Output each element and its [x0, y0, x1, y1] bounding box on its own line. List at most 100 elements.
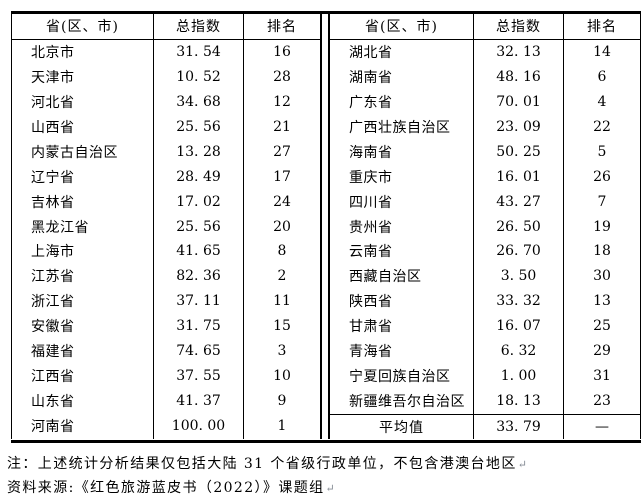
- rank-cell: 24: [273, 193, 291, 210]
- index-cell: 26. 50: [474, 214, 564, 239]
- index-cell: 100. 00: [154, 413, 244, 439]
- column-header: 省(区、市): [330, 13, 474, 40]
- index-cell: 10. 52: [154, 64, 244, 90]
- column-header: 排名: [564, 14, 640, 40]
- province-index-table-left: 省(区、市) 总指数 排名 北京市 31. 54 16 天津市 10. 52 28 河北省 34. …: [11, 13, 322, 439]
- index-cell: 17. 02: [154, 189, 244, 215]
- province-cell: 江苏省: [12, 263, 154, 289]
- paragraph-mark-icon: ↵: [517, 458, 527, 471]
- index-cell: 41. 37: [154, 388, 244, 414]
- province-cell: 天津市: [12, 64, 154, 90]
- province-cell: 浙江省: [12, 288, 154, 314]
- source-text: 资料来源:《红色旅游蓝皮书（2022）》课题组: [7, 480, 325, 496]
- province-cell: 吉林省: [12, 189, 154, 215]
- index-cell: 37. 55: [154, 363, 244, 389]
- province-cell: 湖北省: [330, 39, 474, 65]
- rank-cell: —: [564, 413, 640, 439]
- rank-cell: 20: [273, 218, 291, 235]
- province-cell: 安徽省: [12, 313, 154, 339]
- index-cell: 82. 36: [154, 263, 244, 289]
- table-note: 注：上述统计分析结果仅包括大陆 31 个省级行政单位，不包含港澳台地区↵: [7, 456, 527, 473]
- rank-cell: 30: [593, 268, 611, 285]
- index-cell: 43. 27: [474, 189, 564, 215]
- province-cell: 山西省: [12, 114, 154, 140]
- province-cell: 重庆市: [330, 164, 474, 190]
- index-cell: 25. 56: [154, 214, 244, 239]
- rank-cell: 10: [273, 368, 291, 385]
- index-cell: 33. 79: [474, 413, 564, 439]
- paragraph-mark-icon: ↵: [325, 482, 335, 495]
- rank-cell: 19: [593, 218, 611, 235]
- province-cell: 四川省: [330, 189, 474, 215]
- index-cell: 16. 07: [474, 313, 564, 339]
- province-cell: 宁夏回族自治区: [330, 363, 474, 389]
- province-cell: 河南省: [12, 413, 154, 439]
- rank-cell: 9: [277, 393, 287, 410]
- index-cell: 23. 09: [474, 114, 564, 140]
- province-cell: 贵州省: [330, 214, 474, 239]
- province-cell: 山东省: [12, 388, 154, 414]
- province-cell: 上海市: [12, 239, 154, 264]
- rank-cell: 18: [593, 243, 611, 260]
- note-text: 注：上述统计分析结果仅包括大陆 31 个省级行政单位，不包含港澳台地区: [7, 456, 517, 472]
- index-cell: 13. 28: [154, 139, 244, 165]
- rank-cell: 31: [593, 368, 611, 385]
- index-cell: 41. 65: [154, 239, 244, 264]
- index-cell: 31. 54: [154, 39, 244, 65]
- index-cell: 32. 13: [474, 39, 564, 65]
- province-cell: 江西省: [12, 363, 154, 389]
- column-header: 排名: [244, 14, 320, 40]
- province-cell: 湖南省: [330, 64, 474, 90]
- rank-cell: 12: [273, 93, 291, 110]
- index-cell: 18. 13: [474, 388, 564, 414]
- index-cell: 16. 01: [474, 164, 564, 190]
- province-cell: 黑龙江省: [12, 214, 154, 239]
- province-index-table-right: 省(区、市) 总指数 排名 湖北省 32. 13 14 湖南省 48. 16 6 广东省 70. 0…: [328, 13, 641, 439]
- rank-cell: 3: [277, 343, 287, 360]
- province-cell: 新疆维吾尔自治区: [330, 388, 474, 414]
- province-cell: 青海省: [330, 338, 474, 364]
- index-cell: 37. 11: [154, 288, 244, 314]
- province-cell: 西藏自治区: [330, 263, 474, 289]
- column-header: 省(区、市): [12, 13, 154, 40]
- index-cell: 34. 68: [154, 89, 244, 115]
- rank-cell: 8: [277, 243, 287, 260]
- table-bottom-border: [11, 440, 641, 443]
- rank-cell: 22: [593, 118, 611, 135]
- rank-cell: 7: [597, 193, 607, 210]
- column-header: 总指数: [474, 13, 564, 40]
- province-cell: 北京市: [12, 39, 154, 65]
- rank-cell: 27: [273, 143, 291, 160]
- rank-cell: 29: [593, 343, 611, 360]
- index-cell: 25. 56: [154, 114, 244, 140]
- province-cell: 云南省: [330, 239, 474, 264]
- rank-cell: 5: [597, 143, 607, 160]
- index-cell: 28. 49: [154, 164, 244, 190]
- rank-cell: 17: [273, 168, 291, 185]
- rank-cell: 14: [593, 43, 611, 60]
- index-cell: 6. 32: [474, 338, 564, 364]
- province-cell: 甘肃省: [330, 313, 474, 339]
- source-note: 资料来源:《红色旅游蓝皮书（2022）》课题组↵: [7, 480, 335, 497]
- index-cell: 26. 70: [474, 239, 564, 264]
- rank-cell: 26: [593, 168, 611, 185]
- rank-cell: 1: [277, 418, 287, 435]
- province-cell: 辽宁省: [12, 164, 154, 190]
- table-top-border: [11, 11, 641, 14]
- index-cell: 74. 65: [154, 338, 244, 364]
- rank-cell: 15: [273, 318, 291, 335]
- province-cell: 广西壮族自治区: [330, 114, 474, 140]
- column-header: 总指数: [154, 13, 244, 40]
- province-cell: 内蒙古自治区: [12, 139, 154, 165]
- index-cell: 48. 16: [474, 64, 564, 90]
- rank-cell: 6: [597, 68, 607, 85]
- index-cell: 70. 01: [474, 89, 564, 115]
- province-cell: 海南省: [330, 139, 474, 165]
- rank-cell: 11: [273, 293, 291, 310]
- index-cell: 33. 32: [474, 288, 564, 314]
- province-cell: 陕西省: [330, 288, 474, 314]
- province-cell: 福建省: [12, 338, 154, 364]
- rank-cell: 2: [277, 268, 287, 285]
- rank-cell: 28: [273, 68, 291, 85]
